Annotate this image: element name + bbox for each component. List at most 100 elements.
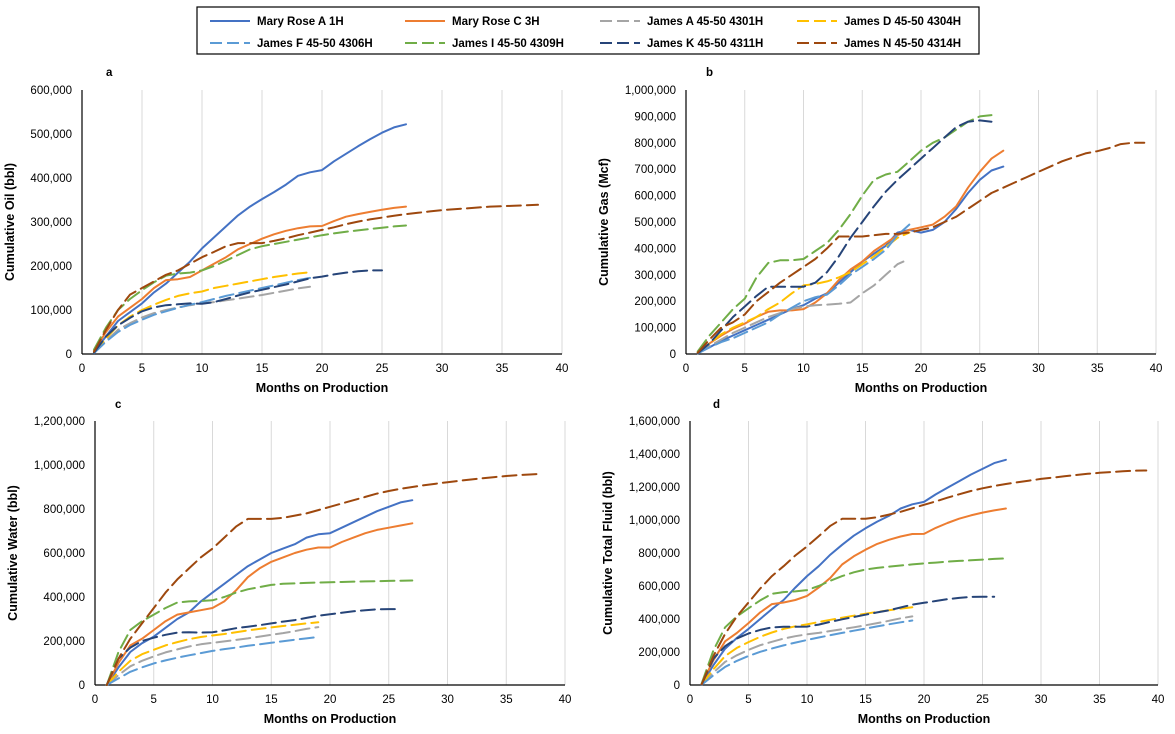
series-line-james-k-45-50-4311h	[105, 608, 402, 686]
x-tick-label: 10	[801, 694, 814, 706]
y-tick-label: 200,000	[30, 261, 72, 273]
y-tick-label: 300,000	[634, 270, 676, 282]
y-tick-label: 0	[79, 680, 85, 692]
series-line-james-n-45-50-4314h	[93, 203, 539, 353]
series-line-james-d-45-50-4304h	[700, 606, 914, 686]
series-line-james-f-45-50-4306h	[93, 276, 311, 355]
x-tick-label: 5	[742, 363, 748, 375]
chart-a: a 0 5 10 15 20 25 30 35 40 0 100,000 200,000 300,000 4…	[3, 67, 568, 395]
y-tick-label: 200,000	[634, 296, 676, 308]
y-tick-label: 0	[66, 349, 72, 361]
x-tick-label: 15	[856, 363, 869, 375]
x-tick-label: 25	[976, 694, 989, 706]
y-tick-label: 700,000	[634, 164, 676, 176]
series-line-james-d-45-50-4304h	[93, 271, 311, 354]
x-tick-label: 35	[1091, 363, 1104, 375]
series-line-james-i-45-50-4309h	[105, 579, 414, 686]
chart-c: c 0 5 10 15 20 25 30 35 40 0 200,000 400,000 600,000 8…	[6, 399, 571, 726]
x-tick-label: 5	[745, 694, 751, 706]
series-line-james-k-45-50-4311h	[93, 269, 383, 354]
series-line-james-i-45-50-4309h	[696, 114, 993, 353]
x-tick-label: 30	[441, 694, 454, 706]
y-axis-title: Cumulative Water (bbl)	[6, 485, 20, 621]
y-tick-label: 0	[670, 349, 676, 361]
series-line-james-k-45-50-4311h	[696, 119, 993, 355]
x-tick-label: 15	[256, 363, 269, 375]
y-tick-label: 100,000	[634, 323, 676, 335]
series-line-mary-rose-c-3h	[696, 149, 1005, 353]
x-tick-label: 15	[265, 694, 278, 706]
legend-label: James N 45-50 4314H	[844, 38, 961, 50]
series-line-james-k-45-50-4311h	[700, 595, 996, 686]
series-line-mary-rose-a-1h	[105, 499, 414, 686]
x-tick-label: 40	[1152, 694, 1165, 706]
y-tick-label: 400,000	[43, 592, 85, 604]
x-tick-label: 10	[196, 363, 209, 375]
x-tick-label: 0	[79, 363, 85, 375]
legend-label: James K 45-50 4311H	[647, 38, 763, 50]
x-tick-label: 20	[915, 363, 928, 375]
legend: Mary Rose A 1H Mary Rose C 3H James A 45-5…	[196, 6, 980, 55]
x-tick-label: 20	[316, 363, 329, 375]
x-axis-title: Months on Production	[256, 381, 389, 395]
x-tick-label: 25	[376, 363, 389, 375]
y-tick-label: 400,000	[30, 173, 72, 185]
series-line-james-a-45-50-4301h	[700, 615, 914, 686]
y-tick-label: 400,000	[638, 614, 680, 626]
x-tick-label: 10	[206, 694, 219, 706]
series-line-james-n-45-50-4314h	[696, 141, 1146, 354]
series-line-mary-rose-c-3h	[105, 522, 414, 686]
series-line-james-a-45-50-4301h	[105, 626, 320, 686]
x-tick-label: 30	[1035, 694, 1048, 706]
series-line-james-f-45-50-4306h	[700, 619, 914, 686]
y-tick-label: 0	[674, 680, 680, 692]
y-tick-label: 600,000	[30, 85, 72, 97]
y-axis-title: Cumulative Total Fluid (bbl)	[601, 471, 615, 635]
series-line-mary-rose-a-1h	[700, 458, 1007, 686]
legend-label: Mary Rose A 1H	[257, 16, 344, 28]
series-line-james-f-45-50-4306h	[696, 223, 911, 355]
x-tick-label: 20	[918, 694, 931, 706]
x-tick-label: 5	[151, 694, 157, 706]
y-axis-title: Cumulative Gas (Mcf)	[597, 158, 611, 286]
legend-label: Mary Rose C 3H	[452, 16, 540, 28]
series-line-james-n-45-50-4314h	[700, 469, 1148, 686]
y-tick-label: 500,000	[30, 129, 72, 141]
x-tick-label: 40	[1150, 363, 1163, 375]
x-tick-label: 0	[687, 694, 693, 706]
series-line-james-i-45-50-4309h	[700, 557, 1007, 685]
legend-label: James I 45-50 4309H	[452, 38, 564, 50]
panel-label: c	[115, 399, 122, 411]
panel-label: b	[706, 67, 713, 79]
x-tick-label: 35	[500, 694, 513, 706]
series-line-mary-rose-a-1h	[93, 123, 407, 353]
y-tick-label: 900,000	[634, 111, 676, 123]
x-tick-label: 35	[1093, 694, 1106, 706]
y-tick-label: 100,000	[30, 305, 72, 317]
x-tick-label: 15	[859, 694, 872, 706]
y-tick-label: 600,000	[43, 548, 85, 560]
x-tick-label: 25	[382, 694, 395, 706]
series-line-james-d-45-50-4304h	[696, 231, 911, 354]
x-tick-label: 30	[1032, 363, 1045, 375]
x-tick-label: 0	[683, 363, 689, 375]
x-axis-title: Months on Production	[855, 381, 988, 395]
y-tick-label: 500,000	[634, 217, 676, 229]
x-tick-label: 35	[496, 363, 509, 375]
y-tick-label: 600,000	[634, 191, 676, 203]
legend-label: James D 45-50 4304H	[844, 16, 961, 28]
x-tick-label: 10	[797, 363, 810, 375]
x-axis-title: Months on Production	[264, 712, 397, 726]
y-axis-title: Cumulative Oil (bbl)	[3, 163, 17, 281]
x-tick-label: 30	[436, 363, 449, 375]
y-tick-label: 1,000,000	[625, 85, 676, 97]
y-tick-label: 1,000,000	[34, 460, 85, 472]
x-tick-label: 25	[973, 363, 986, 375]
legend-label: James F 45-50 4306H	[257, 38, 373, 50]
y-tick-label: 1,200,000	[34, 416, 85, 428]
y-tick-label: 200,000	[638, 647, 680, 659]
y-tick-label: 200,000	[43, 636, 85, 648]
x-tick-label: 0	[92, 694, 98, 706]
